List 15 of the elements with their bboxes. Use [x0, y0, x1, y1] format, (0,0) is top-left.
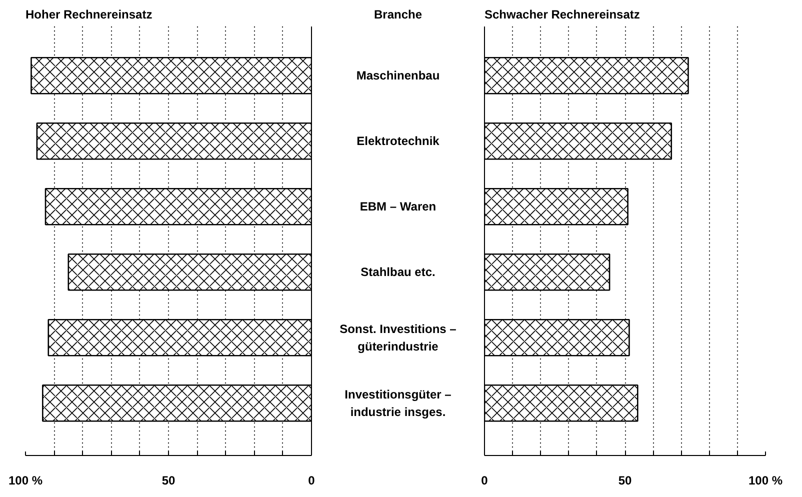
y-tick-label: Stahlbau etc.	[360, 265, 436, 280]
y-tick-label: Elektrotechnik	[356, 134, 440, 148]
chart-title: Schwacher Rechnereinsatz	[484, 8, 640, 22]
x-tick-label: 0	[481, 474, 488, 488]
x-tick-label: 100 %	[8, 474, 43, 488]
x-tick-label: 0	[308, 474, 316, 488]
y-tick-label: Investitionsgüter – industrie insges.	[344, 387, 452, 419]
x-tick-label: 50	[618, 474, 632, 488]
x-tick-label: 100 %	[748, 474, 783, 488]
y-tick-label: EBM – Waren	[360, 200, 436, 214]
y-axis-title: Branche	[374, 8, 422, 22]
x-tick-label: 50	[162, 474, 176, 488]
y-tick-label: Sonst. Investitions – güterindustrie	[340, 322, 457, 354]
y-tick-label: Maschinenbau	[356, 68, 440, 83]
chart-title: Hoher Rechnereinsatz	[26, 8, 152, 22]
